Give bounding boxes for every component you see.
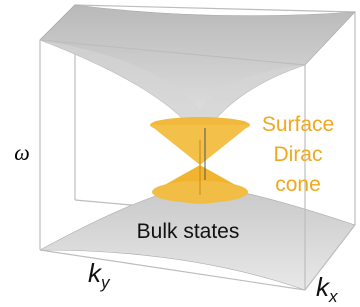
kx-sub: x [328, 287, 338, 306]
ky-sub: y [100, 273, 111, 292]
surface-line: Surface [262, 113, 334, 136]
dirac-cone [150, 117, 250, 204]
surface-label: Surface Dirac cone [262, 113, 334, 196]
bulk-label: Bulk states [137, 220, 240, 243]
omega-label: ω [14, 140, 30, 165]
surface-line: Dirac [273, 143, 322, 166]
kx-label: kx [316, 272, 338, 306]
ky-label: ky [88, 258, 111, 292]
surface-line: cone [275, 173, 321, 196]
diagram: ω Surface Dirac cone Bulk states ky kx [0, 0, 360, 307]
